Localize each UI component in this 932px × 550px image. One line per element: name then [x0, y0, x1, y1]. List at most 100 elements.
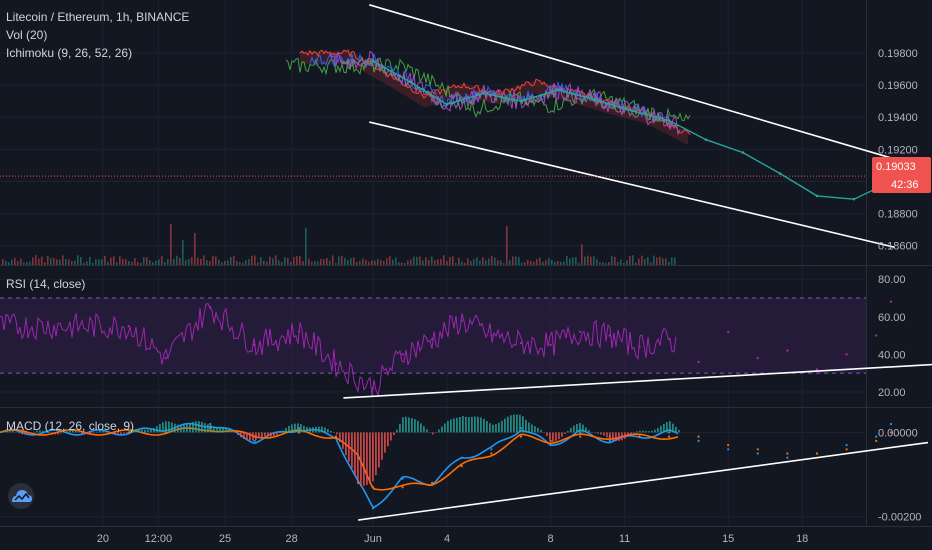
volume-bar: [14, 257, 16, 265]
histogram-bar: [618, 432, 620, 442]
histogram-bar: [606, 432, 608, 438]
trendlines[interactable]: [343, 4, 932, 521]
rsi-line: [0, 302, 677, 397]
histogram-bar: [438, 429, 440, 433]
volume-bar: [302, 261, 304, 265]
histogram-bar: [468, 417, 470, 433]
volume-bar: [308, 258, 310, 265]
histogram-bar: [216, 427, 218, 433]
trendline[interactable]: [369, 4, 895, 160]
volume-bar: [128, 261, 130, 265]
histogram-bar: [258, 432, 260, 439]
volume-bar: [614, 256, 616, 265]
volume-bar: [317, 261, 319, 265]
trendline[interactable]: [358, 441, 929, 521]
rsi-legend[interactable]: RSI (14, close): [6, 277, 85, 291]
histogram-bar: [459, 417, 461, 433]
histogram-bar: [483, 419, 485, 433]
histogram-bar: [501, 420, 503, 433]
rsi-point: [549, 343, 552, 347]
volume-bar: [257, 262, 259, 265]
volume-bar: [506, 225, 508, 265]
histogram-bar: [573, 425, 575, 433]
price-point: [593, 98, 597, 101]
volume-bar: [260, 257, 262, 265]
signal-point: [889, 431, 893, 434]
histogram-bar: [72, 430, 74, 433]
signal-point: [756, 448, 759, 451]
histogram-bar: [366, 432, 368, 485]
macd-tick-label: -0.00200: [878, 512, 921, 524]
volume-bar: [404, 262, 406, 265]
volume-bar: [653, 255, 655, 265]
volume-bar: [209, 261, 211, 265]
tradingview-cloud-icon[interactable]: [8, 483, 34, 509]
histogram-bar: [99, 430, 101, 433]
rsi-tick-label: 80.00: [878, 274, 906, 286]
volume-bar: [482, 257, 484, 265]
trendline[interactable]: [369, 121, 895, 249]
volume-bar: [41, 256, 43, 265]
histogram-bar: [192, 421, 194, 433]
volume-bar: [605, 262, 607, 265]
ichimoku-legend[interactable]: Ichimoku (9, 26, 52, 26): [6, 46, 132, 60]
histogram-bar: [660, 425, 662, 433]
last-price-tag: 0.19033 42:36: [872, 157, 931, 193]
histogram-bar: [312, 427, 314, 433]
price-tick-label: 0.18800: [878, 209, 918, 221]
volume-bar: [239, 261, 241, 265]
signal-point: [490, 452, 493, 455]
volume-bar: [311, 261, 313, 265]
histogram-bar: [522, 416, 524, 433]
volume-bar: [125, 259, 127, 265]
volume-bar: [59, 259, 61, 265]
volume-bar: [461, 261, 463, 265]
rsi-axis[interactable]: 80.00 60.00 40.00 20.00: [878, 274, 906, 399]
rsi-band: [0, 297, 866, 374]
volume-bar: [230, 257, 232, 265]
histogram-bar: [594, 432, 596, 433]
volume-bar: [458, 257, 460, 265]
volume-bar: [182, 240, 184, 265]
time-axis[interactable]: 20 12:00 25 28 Jun 4 8 11 15 18: [97, 533, 809, 545]
volume-bar: [305, 227, 307, 265]
volume-bar: [356, 262, 358, 265]
volume-bar: [278, 260, 280, 265]
rsi-point: [209, 306, 212, 309]
volume-bar: [611, 255, 613, 265]
histogram-bar: [384, 432, 386, 453]
volume-bar: [314, 261, 316, 265]
macd-legend[interactable]: MACD (12, 26, close, 9): [6, 419, 134, 433]
histogram-bar: [264, 432, 266, 437]
rsi-tick-label: 60.00: [878, 312, 906, 324]
volume-legend[interactable]: Vol (20): [6, 28, 47, 42]
volume-bar: [368, 261, 370, 265]
volume-bar: [398, 262, 400, 265]
histogram-bar: [327, 429, 329, 433]
histogram-bar: [633, 432, 635, 433]
histogram-bar: [453, 418, 455, 433]
volume-bar: [26, 262, 28, 265]
trendline[interactable]: [343, 355, 932, 399]
volume-bar: [149, 260, 151, 265]
macd-axis[interactable]: 0.00000 -0.00200: [878, 427, 921, 523]
histogram-bar: [96, 431, 98, 433]
volume-bar: [269, 256, 271, 265]
histogram-bar: [354, 432, 356, 476]
histogram-bar: [585, 427, 587, 433]
histogram-bar: [417, 420, 419, 433]
symbol-title[interactable]: Litecoin / Ethereum, 1h, BINANCE: [6, 10, 189, 24]
histogram-bar: [648, 431, 650, 433]
histogram-bar: [306, 427, 308, 433]
histogram-bar: [372, 432, 374, 482]
histogram-bar: [135, 428, 137, 433]
volume-bar: [140, 262, 142, 265]
histogram-bar: [474, 416, 476, 433]
histogram-bar: [180, 425, 182, 433]
cloud-fill: [300, 51, 688, 145]
histogram-bar: [375, 432, 377, 476]
histogram-bar: [177, 424, 179, 433]
volume-bar: [290, 261, 292, 265]
volume-bar: [173, 259, 175, 265]
